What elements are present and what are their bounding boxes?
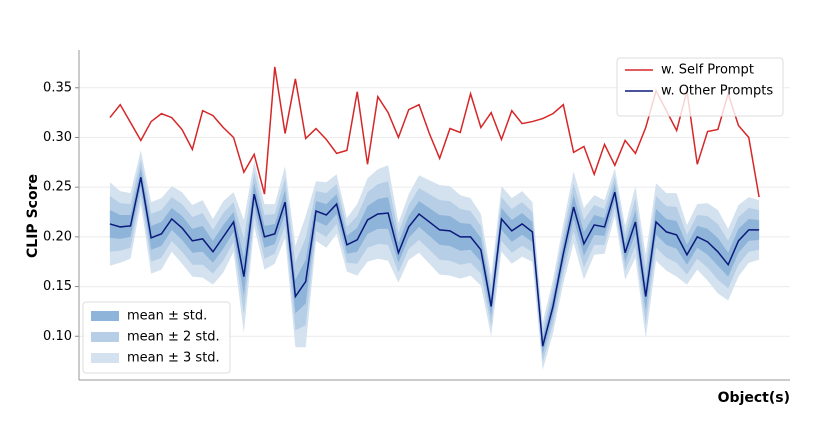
legend-swatch — [91, 332, 119, 342]
y-tick-label: 0.10 — [43, 329, 72, 344]
std-band — [109, 159, 760, 363]
legend-label: w. Other Prompts — [661, 84, 773, 99]
std-band — [109, 150, 760, 371]
y-axis-label: CLIP Score — [25, 174, 41, 258]
legend-swatch — [91, 353, 119, 363]
x-axis-label: Object(s) — [718, 390, 790, 406]
y-tick-label: 0.25 — [43, 180, 72, 195]
y-tick-label: 0.15 — [43, 279, 72, 294]
y-tick-label: 0.20 — [43, 229, 72, 244]
legend-label: mean ± std. — [127, 309, 207, 324]
legend-box — [616, 57, 784, 117]
legend: w. Self Prompt w. Other Prompts — [616, 57, 784, 117]
legend-box — [82, 301, 231, 374]
band-legend: mean ± std. mean ± 2 std. mean ± 3 std. — [82, 301, 231, 374]
legend-label: w. Self Prompt — [661, 63, 754, 78]
y-tick-label: 0.30 — [43, 130, 72, 145]
legend-swatch — [91, 311, 119, 321]
legend-label: mean ± 2 std. — [127, 330, 220, 345]
series-line — [109, 177, 760, 347]
std-band — [109, 168, 760, 355]
legend-label: mean ± 3 std. — [127, 351, 220, 366]
bands — [109, 150, 760, 371]
y-tick-label: 0.35 — [43, 80, 72, 95]
